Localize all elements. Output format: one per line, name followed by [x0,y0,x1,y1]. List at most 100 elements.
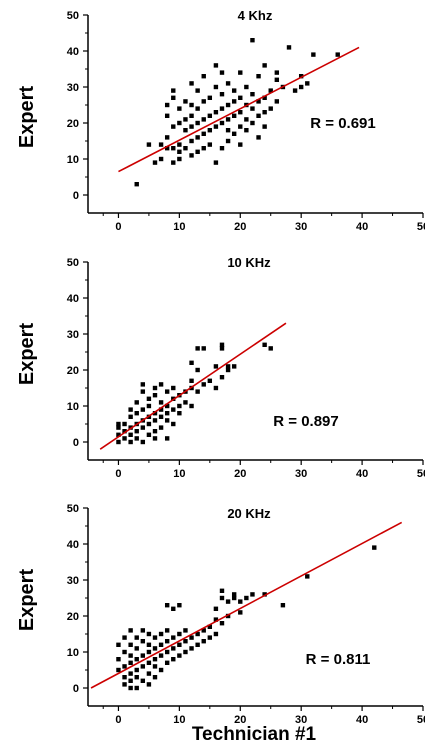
scatter-point [122,436,127,441]
scatter-point [189,153,194,158]
scatter-point [189,102,194,108]
scatter-point [201,346,206,351]
scatter-point [305,81,310,86]
scatter-point [164,649,170,655]
scatter-point [268,346,273,351]
scatter-point [231,592,237,597]
scatter-point [195,106,200,111]
scatter-point [152,675,158,680]
scatter-point [116,425,121,430]
scatter-point [219,120,225,126]
scatter-point [164,113,170,118]
scatter-point [158,425,164,430]
scatter-point [116,642,121,647]
scatter-point [128,678,133,683]
scatter-point [146,432,152,437]
x-tick-label: 30 [295,221,307,233]
x-tick-label: 0 [115,221,121,233]
correlation-annotation: R = 0.691 [310,115,375,132]
scatter-point [219,70,225,75]
scatter-point [152,393,158,398]
scatter-point [219,346,225,351]
scatter-point [250,38,255,43]
scatter-point [213,631,219,637]
y-tick-label: 50 [67,10,79,22]
scatter-point [305,574,310,579]
scatter-point [225,102,231,108]
y-tick-label: 0 [73,437,79,449]
scatter-point [213,385,219,391]
scatter-point [171,657,176,662]
scatter-point [201,131,206,136]
scatter-point [274,77,280,82]
scatter-point [238,599,243,604]
scatter-point [164,436,170,441]
scatter-point [256,135,261,140]
scatter-point [171,421,176,427]
panel-title: 4 Khz [238,8,273,23]
scatter-point [164,102,170,108]
scatter-point [134,685,139,691]
scatter-point [189,403,194,409]
scatter-point [146,403,152,409]
scatter-point [158,653,164,658]
scatter-point [177,642,182,647]
scatter-point [207,635,213,640]
scatter-point [231,88,237,93]
scatter-point [128,407,133,412]
scatter-point [250,120,255,126]
scatter-point [152,436,158,441]
scatter-point [195,367,200,373]
scatter-point [158,631,164,637]
scatter-point [189,124,194,129]
scatter-point [207,95,213,100]
x-tick-label: 20 [234,468,246,480]
y-axis-label: Expert [16,569,38,632]
scatter-point [207,624,213,629]
scatter-point [122,649,127,655]
scatter-point [134,436,139,441]
y-tick-label: 10 [67,401,79,413]
x-tick-label: 10 [173,468,185,480]
scatter-point [238,124,243,129]
scatter-point [158,382,164,387]
scatter-point [189,378,194,383]
scatter-point [116,432,121,437]
scatter-point [152,635,158,640]
scatter-point [128,628,133,633]
scatter-point [177,653,182,658]
x-tick-label: 50 [417,468,425,480]
scatter-point [238,70,243,75]
scatter-point [146,642,152,647]
regression-line [99,322,287,450]
scatter-point [250,106,255,111]
scatter-point [177,120,182,126]
scatter-point [372,545,377,550]
scatter-point [171,95,176,100]
scatter-point [195,389,200,394]
scatter-point [219,588,225,593]
scatter-point [183,400,188,405]
scatter-point [244,117,249,122]
scatter-point [207,378,213,383]
scatter-point [292,88,298,93]
y-tick-label: 0 [73,190,79,202]
scatter-point [280,603,286,608]
scatter-point [244,595,249,601]
scatter-point [152,429,158,434]
scatter-point [134,400,139,405]
scatter-point [158,156,164,162]
scatter-point [134,411,139,416]
scatter-point [134,646,139,651]
scatter-point [262,63,267,68]
scatter-point [219,375,225,380]
y-tick-label: 10 [67,647,79,659]
scatter-point [140,678,146,683]
scatter-point [201,639,206,644]
scatter-point [146,631,152,637]
scatter-point [213,110,219,115]
scatter-point [158,414,164,419]
scatter-point [238,142,243,147]
scatter-point [164,603,170,608]
scatter-point [171,146,176,151]
